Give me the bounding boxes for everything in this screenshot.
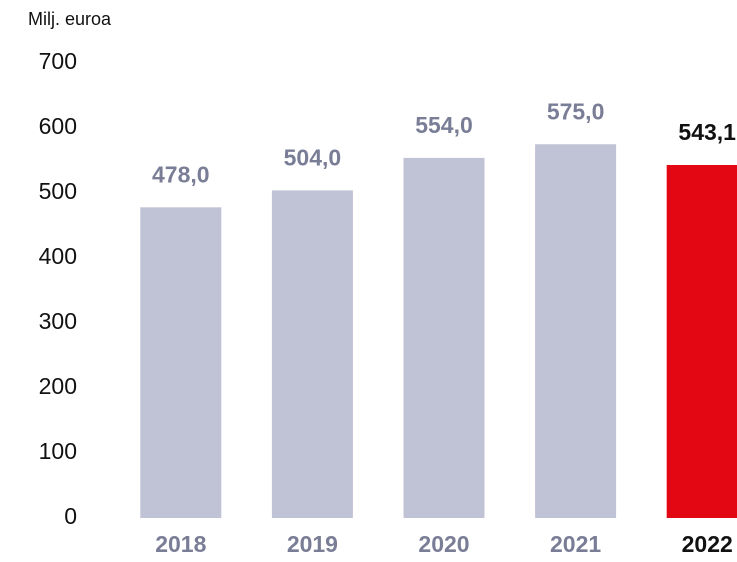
- x-tick-label: 2019: [287, 531, 338, 557]
- y-tick-label: 100: [39, 438, 77, 464]
- value-label: 543,1: [678, 119, 736, 145]
- y-tick-label: 0: [64, 503, 77, 529]
- value-label: 478,0: [152, 161, 210, 187]
- x-tick-label: 2018: [155, 531, 206, 557]
- bar: [403, 157, 485, 518]
- bar: [140, 207, 222, 519]
- bar: [666, 164, 737, 519]
- y-tick-label: 500: [39, 178, 77, 204]
- bar: [535, 144, 617, 518]
- y-tick-label: 200: [39, 373, 77, 399]
- y-tick-label: 700: [39, 48, 77, 74]
- y-axis-label: Milj. euroa: [28, 9, 112, 29]
- value-label: 575,0: [547, 98, 605, 124]
- x-tick-label: 2020: [418, 531, 469, 557]
- y-tick-label: 300: [39, 308, 77, 334]
- value-label: 554,0: [415, 112, 473, 138]
- y-tick-label: 400: [39, 243, 77, 269]
- x-tick-label: 2021: [550, 531, 601, 557]
- y-tick-label: 600: [39, 113, 77, 139]
- x-tick-label: 2022: [682, 531, 733, 557]
- value-label: 504,0: [284, 144, 342, 170]
- bar: [271, 190, 353, 518]
